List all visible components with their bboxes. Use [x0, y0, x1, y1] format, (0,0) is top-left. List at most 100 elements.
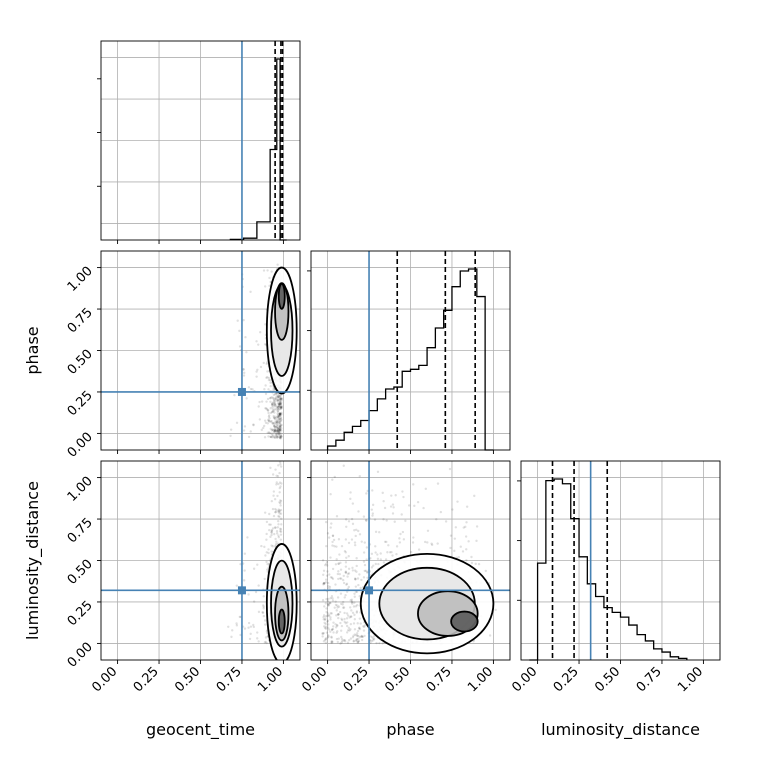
sample-point: [247, 593, 250, 596]
sample-point: [270, 531, 273, 535]
histogram-phase: [307, 250, 511, 454]
sample-point: [365, 441, 367, 443]
sample-point: [353, 618, 357, 621]
sample-point: [276, 396, 280, 399]
x-tick-label: 0.50: [382, 664, 413, 695]
y-tick-label: 1.00: [65, 264, 96, 295]
sample-point: [354, 639, 358, 643]
sample-point: [338, 553, 341, 556]
sample-point: [278, 425, 281, 428]
sample-point: [257, 405, 260, 408]
sample-point: [256, 637, 259, 640]
sample-point: [470, 561, 474, 565]
sample-point: [278, 486, 282, 490]
sample-point: [327, 586, 330, 590]
sample-point: [278, 412, 282, 416]
sample-point: [270, 529, 274, 533]
sample-point: [277, 402, 280, 405]
sample-point: [277, 510, 280, 513]
sample-point: [382, 561, 386, 564]
sample-point: [271, 433, 274, 436]
sample-point: [323, 638, 327, 642]
sample-point: [360, 635, 363, 638]
sample-point: [270, 402, 274, 405]
sample-point: [435, 518, 438, 521]
sample-point: [328, 613, 331, 617]
sample-point: [265, 362, 268, 366]
sample-point: [357, 634, 360, 638]
sample-point: [343, 611, 346, 615]
sample-point: [343, 549, 347, 553]
sample-point: [264, 623, 267, 626]
sample-point: [266, 397, 270, 401]
sample-point: [278, 425, 282, 428]
sample-point: [365, 571, 369, 574]
sample-point: [279, 533, 283, 536]
sample-point: [238, 345, 242, 348]
sample-point: [275, 542, 278, 546]
sample-point: [277, 393, 281, 396]
sample-point: [270, 544, 273, 547]
sample-point: [279, 425, 282, 428]
sample-point: [276, 526, 280, 529]
sample-point: [267, 548, 270, 551]
sample-point: [327, 597, 330, 601]
sample-point: [413, 504, 416, 508]
sample-point: [275, 436, 279, 439]
sample-point: [331, 567, 335, 571]
sample-point: [260, 400, 264, 403]
sample-point: [278, 403, 281, 406]
sample-point: [280, 429, 283, 432]
sample-point: [335, 514, 339, 518]
sample-point: [337, 538, 341, 541]
sample-point: [459, 545, 462, 548]
sample-point: [347, 555, 350, 558]
sample-point: [362, 629, 366, 632]
sample-point: [357, 510, 360, 513]
sample-point: [279, 402, 282, 405]
sample-point: [381, 491, 384, 495]
sample-point: [355, 633, 358, 637]
sample-point: [365, 546, 369, 549]
sample-point: [324, 641, 328, 644]
sample-point: [266, 408, 270, 412]
sample-point: [278, 402, 281, 405]
sample-point: [323, 621, 326, 624]
sample-point: [325, 544, 328, 548]
sample-point: [270, 419, 273, 423]
histogram-step: [326, 268, 494, 451]
sample-point: [330, 576, 334, 579]
sample-point: [262, 614, 266, 618]
sample-point: [339, 561, 342, 565]
sample-point: [349, 637, 353, 640]
sample-point: [344, 593, 347, 597]
sample-point: [334, 623, 337, 626]
sample-point: [332, 631, 335, 634]
sample-point: [364, 519, 368, 522]
sample-point: [465, 521, 468, 524]
sample-point: [274, 420, 277, 423]
sample-point: [267, 388, 270, 391]
sample-point: [327, 536, 331, 539]
sample-point: [267, 418, 270, 421]
sample-point: [280, 435, 283, 438]
sample-point: [276, 416, 280, 419]
sample-point: [436, 482, 440, 485]
sample-point: [267, 376, 271, 380]
sample-point: [324, 638, 328, 641]
sample-point: [273, 425, 277, 429]
sample-point: [276, 263, 279, 266]
sample-point: [342, 639, 345, 642]
sample-point: [374, 562, 378, 566]
sample-point: [329, 596, 332, 600]
sample-point: [335, 631, 338, 635]
sample-point: [342, 464, 345, 467]
sample-point: [249, 290, 252, 294]
sample-point: [350, 517, 354, 521]
sample-point: [365, 492, 368, 495]
sample-point: [388, 551, 392, 554]
density-contour: [450, 610, 479, 633]
sample-point: [324, 625, 328, 628]
sample-point: [275, 416, 278, 419]
sample-point: [276, 407, 280, 411]
